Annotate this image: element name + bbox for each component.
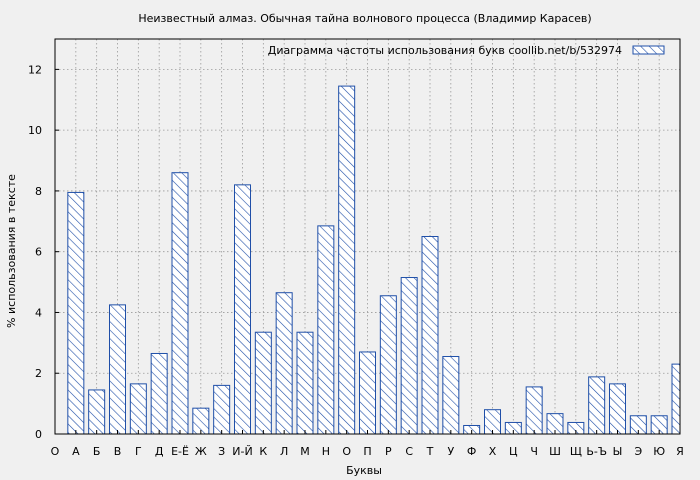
- bar-О: [338, 85, 356, 435]
- x-tick-label: Т: [426, 445, 434, 458]
- y-tick-label: 2: [35, 367, 42, 380]
- y-axis-ticks: 0 2 4 6 8 10 12: [28, 63, 59, 441]
- bar-З: [213, 384, 231, 435]
- x-tick-label: Ь-Ъ: [586, 445, 607, 458]
- x-tick-label: Ч: [530, 445, 538, 458]
- x-tick-label: Ц: [509, 445, 518, 458]
- legend-label: Диаграмма частоты использования букв coo…: [268, 44, 622, 57]
- y-tick-label: 10: [28, 124, 42, 137]
- bar-Д: [150, 352, 168, 435]
- bar-Ч: [525, 386, 543, 435]
- x-tick-label: Ш: [549, 445, 561, 458]
- x-tick-label: М: [300, 445, 310, 458]
- x-tick-label: Я: [676, 445, 684, 458]
- x-tick-label: Ж: [195, 445, 207, 458]
- x-tick-label: Г: [135, 445, 142, 458]
- x-tick-label: Ю: [653, 445, 665, 458]
- bar-Н: [317, 225, 335, 435]
- bar-С: [400, 277, 418, 435]
- bar-Т: [421, 236, 439, 435]
- x-tick-label: Н: [322, 445, 330, 458]
- bar-М: [296, 331, 314, 435]
- x-tick-label: Л: [280, 445, 288, 458]
- x-axis-label: Буквы: [346, 464, 382, 477]
- x-tick-label: О: [342, 445, 351, 458]
- x-tick-label: О: [51, 445, 60, 458]
- x-tick-label: Ф: [467, 445, 476, 458]
- x-tick-label: С: [405, 445, 413, 458]
- y-tick-label: 12: [28, 63, 42, 76]
- x-tick-label: Э: [634, 445, 642, 458]
- bar-Л: [275, 292, 293, 435]
- x-tick-label: Е-Ё: [171, 445, 189, 458]
- bar-К: [254, 331, 272, 435]
- x-tick-label: Б: [93, 445, 101, 458]
- bar-В: [109, 304, 126, 435]
- y-tick-label: 8: [35, 185, 42, 198]
- legend-swatch: [632, 45, 665, 55]
- bar-У: [442, 356, 460, 435]
- bar-Ы: [609, 383, 626, 435]
- chart-title: Неизвестный алмаз. Обычная тайна волново…: [138, 12, 591, 25]
- x-tick-label: И-Й: [232, 445, 252, 458]
- bars: [67, 85, 681, 435]
- bar-Р: [379, 295, 397, 435]
- x-tick-label: А: [72, 445, 80, 458]
- y-axis-label: % использования в тексте: [5, 174, 18, 328]
- bar-П: [359, 351, 376, 435]
- y-tick-label: 6: [35, 246, 42, 259]
- x-tick-label: К: [259, 445, 267, 458]
- bar-Я: [671, 363, 681, 435]
- x-tick-label: З: [218, 445, 225, 458]
- x-tick-label: П: [363, 445, 371, 458]
- bar-Ь-Ъ: [588, 376, 606, 435]
- bar-Б: [88, 389, 106, 435]
- x-tick-label: Х: [489, 445, 497, 458]
- y-tick-label: 4: [35, 306, 42, 319]
- y-tick-label: 0: [35, 428, 42, 441]
- bar-Е-Ё: [171, 172, 189, 435]
- x-tick-label: У: [447, 445, 454, 458]
- x-axis-ticks: О А Б В Г Д Е-Ё Ж З И-Й К Л М Н О П Р С Т У Ф Х Ц Ч Ш Щ Ь-Ъ Ы Э Ю Я: [51, 430, 684, 458]
- bar-И-Й: [234, 184, 251, 435]
- x-tick-label: Р: [385, 445, 392, 458]
- x-tick-label: Д: [155, 445, 164, 458]
- bar-Г: [129, 383, 147, 435]
- legend: Диаграмма частоты использования букв coo…: [268, 44, 665, 57]
- x-tick-label: Ы: [613, 445, 623, 458]
- x-tick-label: Щ: [570, 445, 582, 458]
- bar-А: [67, 191, 85, 435]
- x-tick-label: В: [114, 445, 122, 458]
